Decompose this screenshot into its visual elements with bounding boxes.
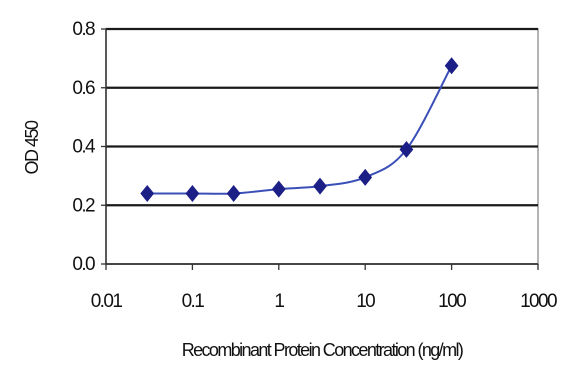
data-point-0 (140, 185, 155, 202)
data-point-1 (185, 185, 200, 202)
x-tick-labels: 0.01 0.1 1 10 100 1000 (91, 291, 559, 312)
y-tick-labels: 0.0 0.2 0.4 0.6 0.8 (72, 19, 97, 275)
data-point-7 (444, 57, 459, 75)
y-axis-label: OD 450 (22, 120, 42, 175)
y-tick-label-0: 0.0 (72, 254, 95, 275)
gridlines (106, 27, 538, 207)
data-point-3 (271, 180, 286, 198)
data-point-2 (226, 185, 241, 202)
x-axis-label: Recombinant Protein Concentration (ng/ml… (182, 340, 463, 360)
x-tick-label-4: 100 (438, 291, 466, 312)
data-point-4 (313, 177, 327, 195)
x-tick-label-0: 0.01 (91, 291, 123, 312)
x-tick-label-3: 10 (356, 291, 375, 312)
y-tick-label-4: 0.8 (72, 19, 95, 40)
data-series (140, 57, 459, 202)
y-tick-label-1: 0.2 (72, 195, 95, 216)
data-point-6 (399, 140, 414, 158)
x-tick-label-1: 0.1 (182, 291, 205, 312)
data-point-5 (358, 168, 373, 186)
x-tick-label-2: 1 (274, 291, 284, 312)
x-tick-label-5: 1000 (520, 291, 557, 312)
axes (101, 28, 539, 270)
y-tick-label-3: 0.6 (72, 78, 95, 99)
y-tick-label-2: 0.4 (72, 137, 96, 158)
